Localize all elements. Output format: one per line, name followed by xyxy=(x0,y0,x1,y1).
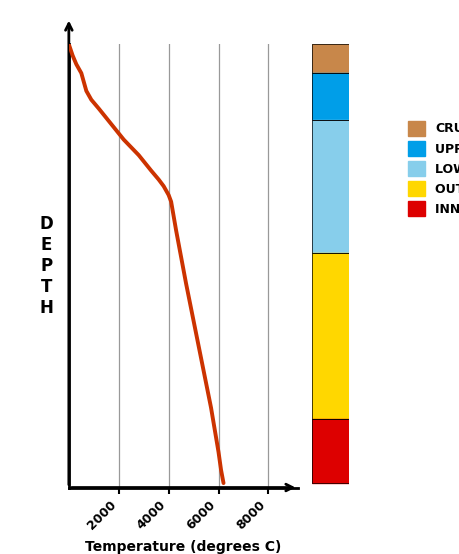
Bar xyxy=(312,73,349,120)
Bar xyxy=(312,73,349,120)
Bar xyxy=(312,44,349,73)
Bar xyxy=(312,120,349,253)
Bar xyxy=(312,120,349,253)
Bar xyxy=(312,44,349,73)
Y-axis label: D
E
P
T
H: D E P T H xyxy=(39,216,54,316)
Bar xyxy=(312,419,349,483)
Bar xyxy=(312,253,349,419)
Legend: CRUST, UPPER MANTLE, LOWER MANTLE, OUTER CORE, INNER CORE: CRUST, UPPER MANTLE, LOWER MANTLE, OUTER… xyxy=(408,121,459,216)
Bar xyxy=(312,419,349,483)
X-axis label: Temperature (degrees C): Temperature (degrees C) xyxy=(85,540,282,554)
Bar xyxy=(312,253,349,419)
